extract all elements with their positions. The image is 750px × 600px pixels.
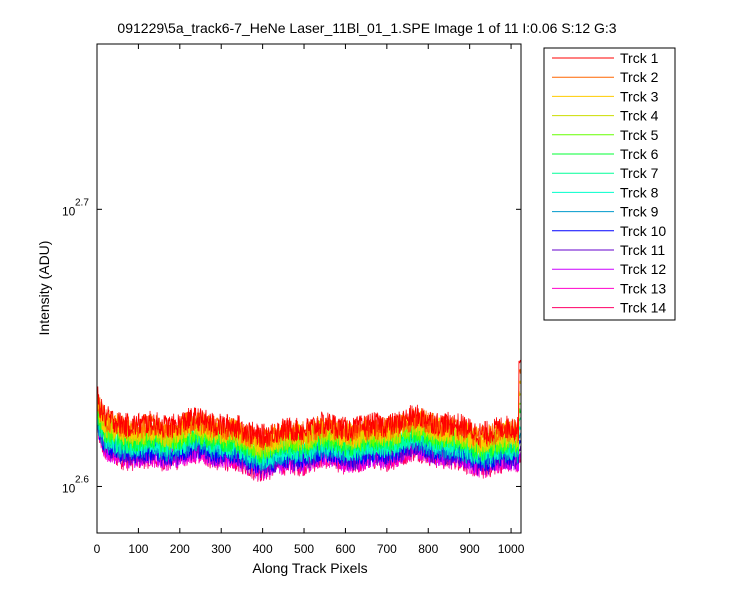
- x-tick-label: 300: [211, 542, 231, 556]
- y-tick-label-base: 10: [62, 204, 76, 218]
- x-tick-label: 1000: [498, 542, 525, 556]
- legend-label: Trck 2: [620, 69, 659, 85]
- legend-label: Trck 9: [620, 204, 659, 220]
- legend: Trck 1 Trck 2 Trck 3 Trck 4 Trck 5 Trck 6 Trck…: [543, 47, 676, 321]
- plot-area: 0 100 200 300 400 500 600 700 800 900 1000 102.610…: [62, 43, 525, 556]
- legend-label: Trck 4: [620, 108, 659, 124]
- series-layer: [96, 359, 522, 482]
- x-tick-label: 400: [253, 542, 273, 556]
- series-line: [96, 359, 522, 449]
- legend-label: Trck 5: [620, 127, 659, 143]
- legend-label: Trck 14: [620, 300, 666, 316]
- legend-label: Trck 6: [620, 146, 659, 162]
- y-tick-label-exponent: 2.7: [75, 197, 89, 208]
- x-axis: 0 100 200 300 400 500 600 700 800 900 1000: [94, 44, 525, 556]
- x-tick-label: 200: [170, 542, 190, 556]
- legend-label: Trck 3: [620, 88, 659, 104]
- x-tick-label: 500: [294, 542, 314, 556]
- y-axis-label: Intensity (ADU): [36, 241, 52, 336]
- x-tick-label: 600: [335, 542, 355, 556]
- x-tick-label: 800: [418, 542, 438, 556]
- chart-title: 091229\5a_track6-7_HeNe Laser_11Bl_01_1.…: [117, 20, 616, 36]
- legend-label: Trck 10: [620, 223, 666, 239]
- legend-box: [543, 47, 676, 321]
- x-tick-label: 700: [377, 542, 397, 556]
- legend-label: Trck 1: [620, 50, 659, 66]
- y-tick-label-exponent: 2.6: [75, 474, 89, 485]
- x-axis-label: Along Track Pixels: [252, 560, 367, 576]
- plot-frame: [96, 43, 522, 534]
- legend-label: Trck 12: [620, 261, 666, 277]
- legend-label: Trck 13: [620, 280, 666, 296]
- legend-label: Trck 7: [620, 165, 659, 181]
- x-tick-label: 0: [94, 542, 101, 556]
- x-tick-label: 100: [128, 542, 148, 556]
- y-tick-label-base: 10: [62, 481, 76, 495]
- legend-label: Trck 8: [620, 184, 659, 200]
- legend-label: Trck 11: [620, 242, 665, 258]
- x-tick-label: 900: [460, 542, 480, 556]
